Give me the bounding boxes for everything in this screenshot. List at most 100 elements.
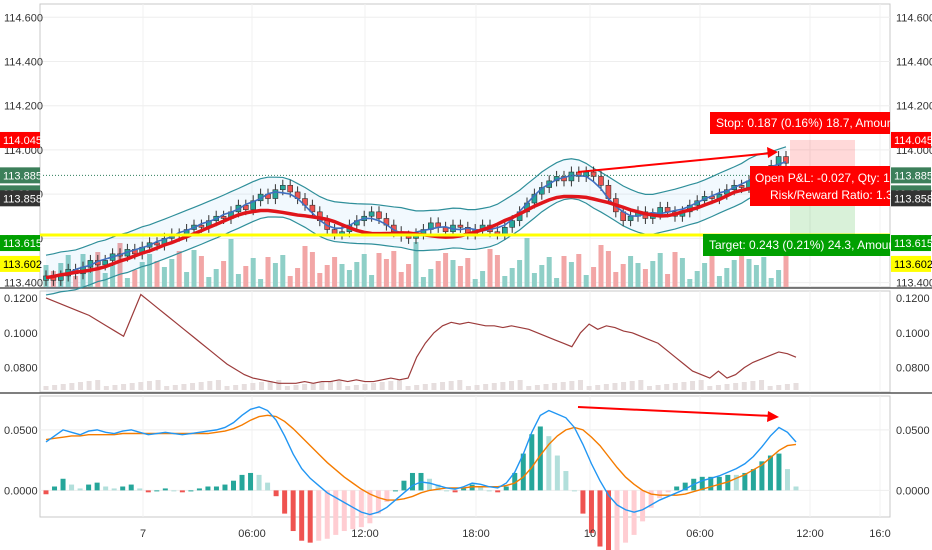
hv-volume-bar (233, 385, 239, 390)
time-tick: 12:00 (351, 528, 379, 540)
macd-histogram-bar (793, 486, 799, 491)
hv-volume-bar (431, 383, 437, 390)
volume-bar (258, 279, 264, 287)
volume-bar (295, 268, 301, 287)
macd-histogram-bar (350, 490, 356, 530)
hv-volume-bar (95, 380, 101, 390)
mark-price-tag-box (891, 190, 931, 207)
macd-histogram-bar (69, 484, 75, 491)
price-tick-right: 114.400 (896, 56, 932, 68)
volume-bar (147, 254, 153, 287)
hv-volume-bar (776, 385, 782, 390)
volume-bar (480, 271, 486, 287)
candle-body (331, 229, 338, 235)
hv-volume-bar (621, 382, 627, 390)
target-price-tag-box (891, 235, 931, 252)
volume-bar (687, 279, 693, 287)
macd-histogram-bar (699, 476, 705, 491)
macd-histogram-bar (205, 486, 211, 491)
macd-histogram-bar (213, 486, 219, 491)
volume-bar (635, 263, 641, 287)
macd-histogram-bar (495, 490, 501, 493)
volume-bar (391, 251, 397, 287)
volume-bar (665, 274, 671, 287)
risk-reward-text: Risk/Reward Ratio: 1.3 (770, 188, 893, 202)
hv-volume-bar (750, 381, 756, 390)
macd-tick-right: 0.0000 (896, 485, 930, 497)
target-label-box (703, 234, 890, 256)
hv-volume-bar (302, 384, 308, 390)
volume-bar (605, 251, 611, 287)
target-label-text: Target: 0.243 (0.21%) 24.3, Amount (709, 238, 899, 252)
hv-volume-bar (552, 383, 558, 390)
volume-bar (783, 248, 789, 287)
hv-volume-bar (603, 384, 609, 390)
hv-volume-bar (577, 380, 583, 390)
volume-bar (435, 261, 441, 287)
candle-body (198, 224, 205, 228)
volume-bar (731, 260, 737, 287)
macd-histogram-bar (111, 488, 117, 491)
hv-volume-bar (103, 386, 109, 390)
volume-bar (672, 252, 678, 287)
macd-tick-left: 0.0000 (4, 485, 38, 497)
candle-body (509, 220, 516, 228)
volume-bar (517, 260, 523, 287)
volume-bar (450, 260, 456, 287)
hv-volume-bar (586, 386, 592, 390)
hv-tick-left: 0.1200 (4, 293, 38, 305)
macd-histogram-bar (179, 490, 185, 493)
price-tick-left: 114.400 (4, 56, 43, 68)
volume-bar (243, 266, 249, 287)
macd-line (45, 406, 797, 516)
hv-volume-bar (509, 381, 515, 390)
hv-tick-left: 0.0800 (4, 363, 38, 375)
macd-histogram-bar (444, 490, 450, 492)
bollinger-lower (45, 186, 787, 296)
hv-volume-bar (517, 380, 523, 390)
volume-bar (554, 278, 560, 287)
macd-histogram-bar (452, 490, 458, 493)
candle-body (738, 184, 745, 188)
mark-price-tag: 113.858 (3, 193, 42, 205)
hv-volume-bar (741, 382, 747, 390)
volume-bar (132, 270, 138, 287)
hv-volume-bar (155, 380, 161, 390)
macd-histogram-bar (273, 490, 279, 497)
hv-volume-bar (181, 384, 187, 390)
macd-histogram-bar (623, 490, 629, 543)
macd-histogram-bar (77, 488, 83, 491)
volume-bar (169, 259, 175, 287)
macd-histogram-bar (776, 453, 782, 491)
hv-volume-bar (534, 385, 540, 390)
hv-volume-bar (146, 381, 152, 390)
time-tick: 06:00 (686, 528, 714, 540)
candle-body (590, 171, 597, 177)
hv-tick-right: 0.1200 (896, 293, 930, 305)
volume-bar (250, 258, 256, 287)
hv-volume-bar (172, 385, 178, 390)
hv-volume-bar (190, 383, 196, 390)
hv-volume-bar (129, 383, 135, 390)
macd-histogram-bar (307, 490, 313, 543)
macd-histogram-bar (503, 486, 509, 491)
macd-histogram-bar (341, 490, 347, 532)
hv-volume-bar (595, 385, 601, 390)
hv-volume-bar (293, 385, 299, 390)
candle-body (775, 156, 782, 166)
macd-histogram-bar (60, 478, 66, 491)
hv-volume-bar (77, 382, 83, 390)
macd-histogram-bar (529, 434, 535, 491)
hv-volume-bar (267, 381, 273, 390)
volume-bar (561, 256, 567, 287)
time-tick: 12:00 (796, 528, 824, 540)
volume-bar (324, 265, 330, 287)
volume-bar (73, 276, 79, 287)
volume-bar (221, 261, 227, 287)
macd-histogram-bar (358, 490, 364, 528)
stop-price-tag-box (891, 131, 931, 148)
stop-label-text: Stop: 0.187 (0.16%) 18.7, Amount (716, 116, 897, 130)
volume-bar (591, 267, 597, 287)
volume-bar (546, 257, 552, 287)
